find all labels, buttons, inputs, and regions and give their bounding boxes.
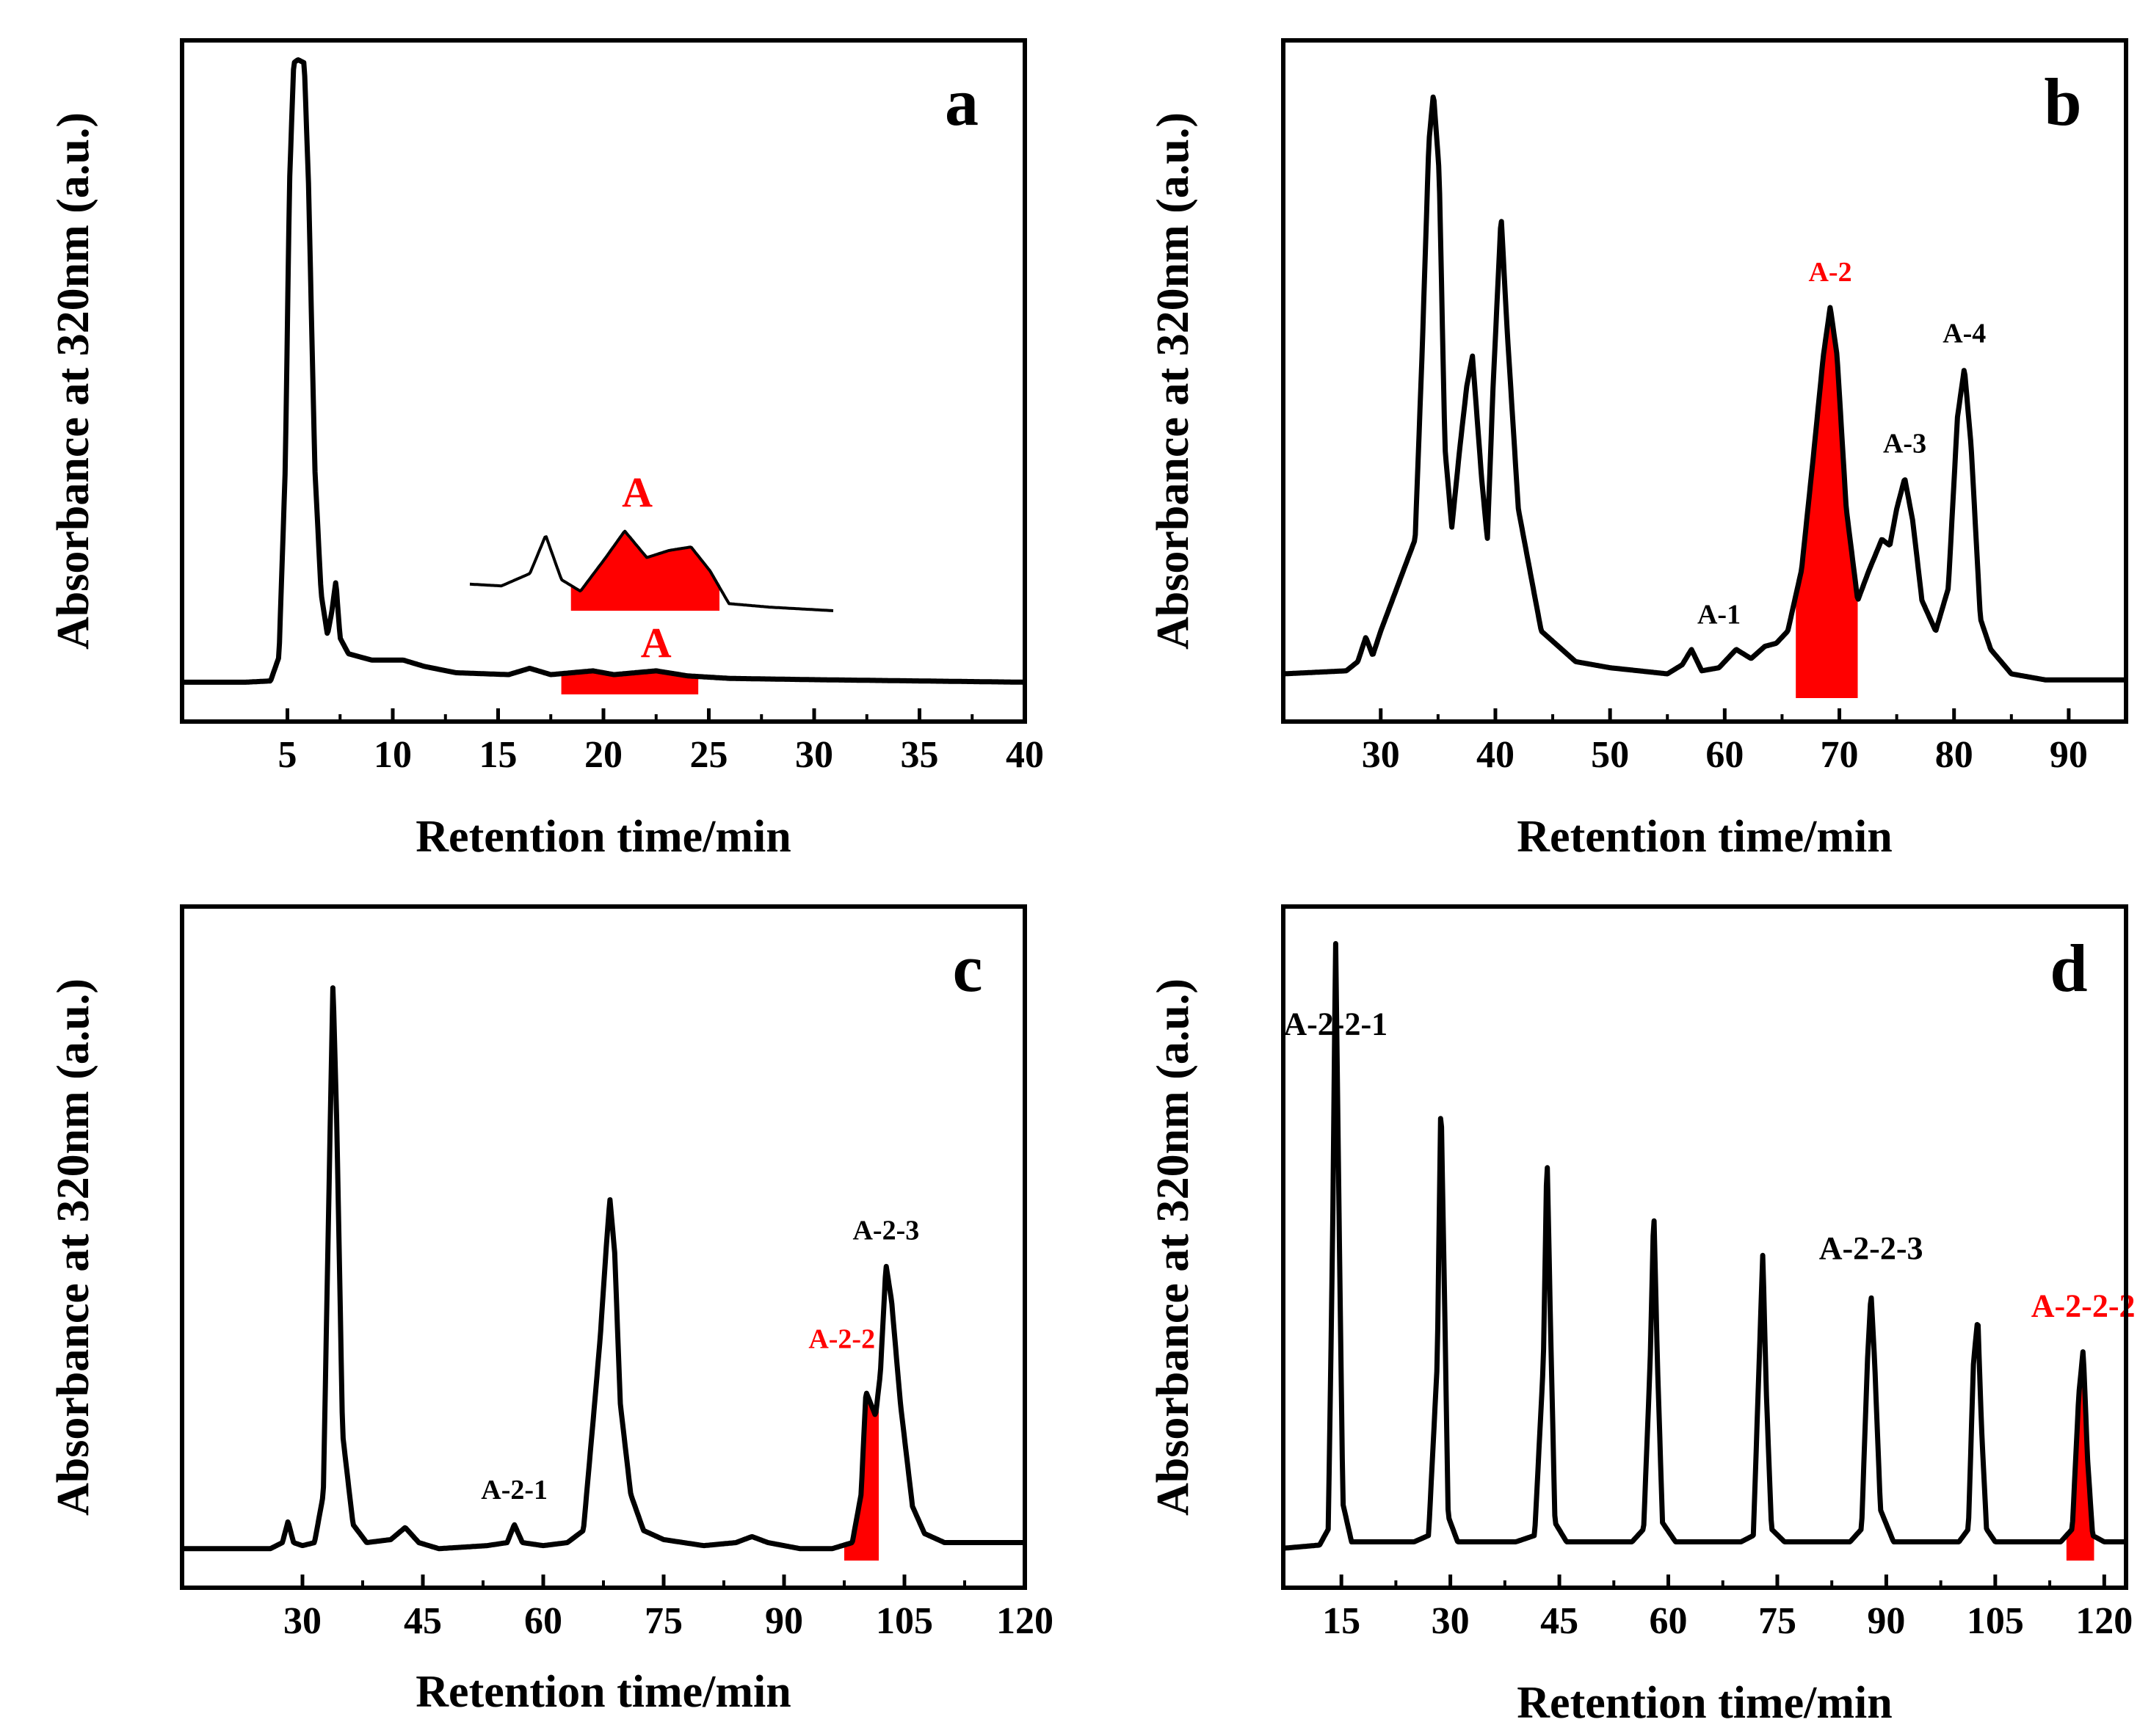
x-tick-label: 50 bbox=[1591, 734, 1629, 776]
peak-label: A-2-1 bbox=[481, 1475, 548, 1506]
peak-label: A-3 bbox=[1883, 428, 1926, 459]
x-tick-label: 75 bbox=[1758, 1600, 1796, 1642]
panel-b-x-axis-title: Retention time/min bbox=[1517, 812, 1892, 862]
peak-label: A-1 bbox=[1697, 600, 1741, 631]
chromatogram-trace bbox=[180, 985, 1027, 1552]
x-tick-label: 25 bbox=[690, 734, 728, 776]
peak-label: A-2-2-1 bbox=[1283, 1006, 1388, 1042]
x-tick-label: 70 bbox=[1821, 734, 1859, 776]
x-tick-label: 90 bbox=[765, 1600, 803, 1642]
x-tick-label: 60 bbox=[1650, 1600, 1688, 1642]
x-tick-label: 45 bbox=[404, 1600, 442, 1642]
inset-highlighted-area bbox=[570, 531, 720, 611]
x-tick-label: 105 bbox=[876, 1600, 933, 1642]
panel-d-x-axis-title: Retention time/min bbox=[1517, 1678, 1892, 1728]
x-tick-label: 80 bbox=[1935, 734, 1973, 776]
x-tick-label: 30 bbox=[795, 734, 833, 776]
peak-label: A-4 bbox=[1943, 319, 1986, 349]
highlighted-fraction-area bbox=[844, 1387, 879, 1561]
panel-b: A-1 A-2 A-3 A-4 30 40 50 60 70 80 90 b Retention … bbox=[1148, 38, 2128, 862]
x-tick-label: 15 bbox=[479, 734, 518, 776]
chromatogram-trace bbox=[180, 57, 1027, 685]
x-tick-label: 20 bbox=[584, 734, 623, 776]
x-tick-label: 15 bbox=[1322, 1600, 1360, 1642]
x-tick-label: 40 bbox=[1476, 734, 1515, 776]
panel-c-marks: A-2-1 A-2-2 A-2-3 bbox=[180, 985, 1027, 1561]
chromatogram-trace bbox=[1281, 94, 2128, 683]
peak-label: A-2-2 bbox=[808, 1323, 875, 1354]
panel-c-y-axis-title: Absorbance at 320nm (a.u.) bbox=[48, 978, 98, 1516]
peak-label: A-2-2-3 bbox=[1819, 1230, 1923, 1266]
panel-d: A-2-2-1 A-2-2-3 A-2-2-2 15 30 45 60 75 90 105 120… bbox=[1148, 904, 2136, 1728]
x-tick-label: 120 bbox=[2075, 1600, 2133, 1642]
panel-a-x-axis-title: Retention time/min bbox=[416, 812, 791, 862]
x-tick-label: 90 bbox=[1867, 1600, 1905, 1642]
x-tick-label: 90 bbox=[2050, 734, 2088, 776]
highlighted-fraction-area bbox=[1796, 308, 1858, 698]
peak-label: A-2-3 bbox=[852, 1215, 919, 1246]
x-tick-label: 30 bbox=[1362, 734, 1400, 776]
inset-trace bbox=[469, 529, 834, 612]
chromatogram-trace bbox=[1281, 941, 2128, 1551]
panel-b-ticks: 30 40 50 60 70 80 90 bbox=[1362, 708, 2088, 776]
x-tick-label: 35 bbox=[901, 734, 939, 776]
panel-a-marks: AA bbox=[180, 57, 1027, 694]
panel-c-frame bbox=[180, 904, 1027, 1590]
panel-d-frame bbox=[1281, 904, 2128, 1590]
inset-fraction-a-label: A bbox=[622, 468, 653, 516]
panel-a-ticks: 5 10 15 20 25 30 35 40 bbox=[278, 708, 1044, 776]
peak-label: A-2 bbox=[1808, 257, 1851, 288]
x-tick-label: 40 bbox=[1006, 734, 1044, 776]
highlighted-fraction-area bbox=[561, 670, 699, 694]
x-tick-label: 120 bbox=[996, 1600, 1053, 1642]
panel-b-y-axis-title: Absorbance at 320nm (a.u.) bbox=[1148, 112, 1198, 650]
fraction-a-label: A bbox=[641, 619, 672, 667]
x-tick-label: 30 bbox=[283, 1600, 322, 1642]
panel-b-letter: b bbox=[2044, 65, 2081, 139]
x-tick-label: 60 bbox=[524, 1600, 562, 1642]
x-tick-label: 5 bbox=[278, 734, 297, 776]
x-tick-label: 45 bbox=[1540, 1600, 1578, 1642]
panel-c: A-2-1 A-2-2 A-2-3 30 45 60 75 90 105 120 c Reten… bbox=[48, 904, 1053, 1717]
x-tick-label: 60 bbox=[1705, 734, 1744, 776]
panel-c-ticks: 30 45 60 75 90 105 120 bbox=[283, 1575, 1053, 1642]
panel-b-marks: A-1 A-2 A-3 A-4 bbox=[1281, 94, 2128, 698]
panel-c-letter: c bbox=[953, 931, 983, 1006]
panel-d-y-axis-title: Absorbance at 320nm (a.u.) bbox=[1148, 978, 1198, 1516]
panel-a: AA 5 10 15 20 25 30 35 40 a Retention time/min … bbox=[48, 38, 1044, 862]
panel-a-letter: a bbox=[945, 65, 979, 139]
peak-label: A-2-2-2 bbox=[2031, 1288, 2136, 1324]
panel-d-ticks: 15 30 45 60 75 90 105 120 bbox=[1322, 1575, 2133, 1642]
panel-c-x-axis-title: Retention time/min bbox=[416, 1667, 791, 1717]
panel-a-y-axis-title: Absorbance at 320nm (a.u.) bbox=[48, 112, 98, 650]
x-tick-label: 75 bbox=[645, 1600, 683, 1642]
x-tick-label: 30 bbox=[1432, 1600, 1470, 1642]
panel-d-letter: d bbox=[2050, 931, 2087, 1006]
panel-b-frame bbox=[1281, 38, 2128, 724]
x-tick-label: 10 bbox=[374, 734, 412, 776]
panel-d-marks: A-2-2-1 A-2-2-3 A-2-2-2 bbox=[1281, 941, 2136, 1561]
x-tick-label: 105 bbox=[1967, 1600, 2024, 1642]
